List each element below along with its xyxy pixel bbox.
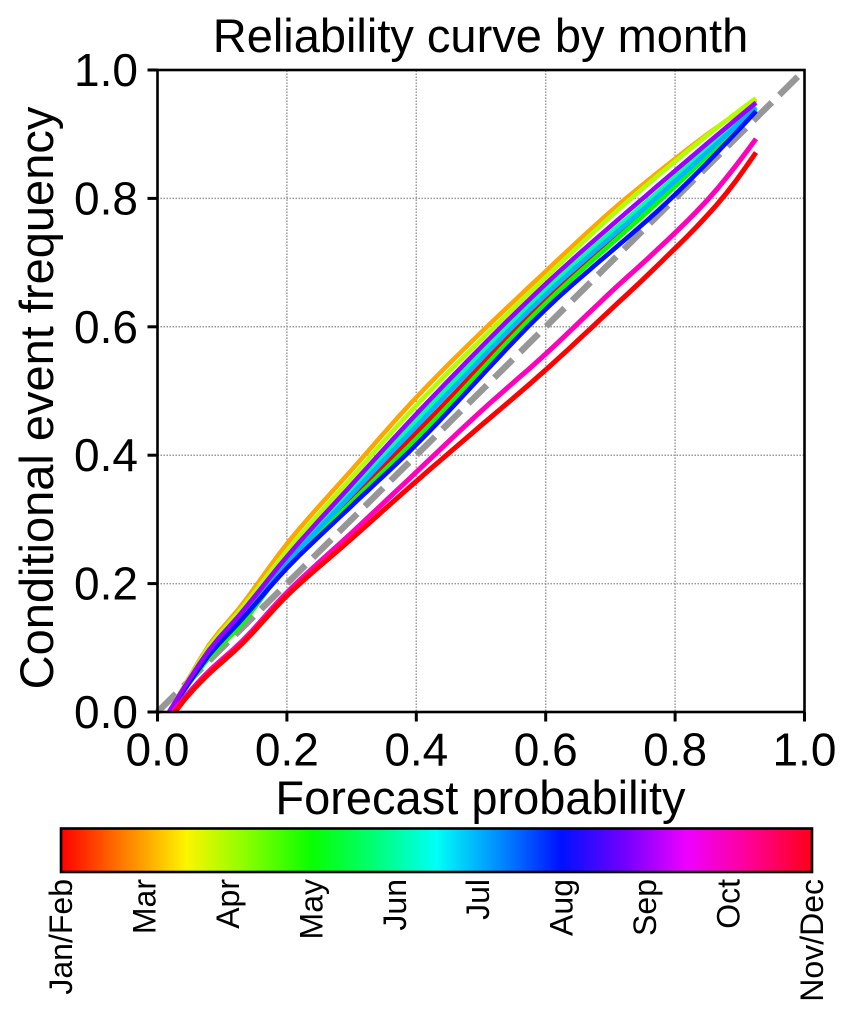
svg-text:0.4: 0.4 [74,429,138,481]
svg-text:Mar: Mar [126,879,162,934]
svg-text:Reliability curve by month: Reliability curve by month [213,9,749,62]
svg-text:1.0: 1.0 [773,724,837,776]
svg-text:Oct: Oct [711,879,747,929]
svg-text:Jun: Jun [377,879,413,931]
svg-text:1.0: 1.0 [74,44,138,96]
svg-text:Nov/Dec: Nov/Dec [794,879,830,1002]
svg-text:Apr: Apr [210,879,246,929]
svg-text:Jul: Jul [460,879,496,920]
svg-text:Jan/Feb: Jan/Feb [43,879,79,995]
svg-text:0.8: 0.8 [74,172,138,224]
svg-text:May: May [293,879,329,939]
svg-text:Forecast probability: Forecast probability [275,771,686,824]
svg-text:0.2: 0.2 [255,724,319,776]
svg-text:0.0: 0.0 [126,724,190,776]
svg-text:0.0: 0.0 [74,686,138,738]
svg-text:Aug: Aug [544,879,580,936]
svg-text:0.6: 0.6 [514,724,578,776]
svg-text:Conditional event frequency: Conditional event frequency [10,106,63,689]
svg-text:0.8: 0.8 [643,724,707,776]
svg-text:0.4: 0.4 [384,724,448,776]
svg-text:0.6: 0.6 [74,301,138,353]
svg-text:Sep: Sep [627,879,663,936]
svg-text:0.2: 0.2 [74,558,138,610]
